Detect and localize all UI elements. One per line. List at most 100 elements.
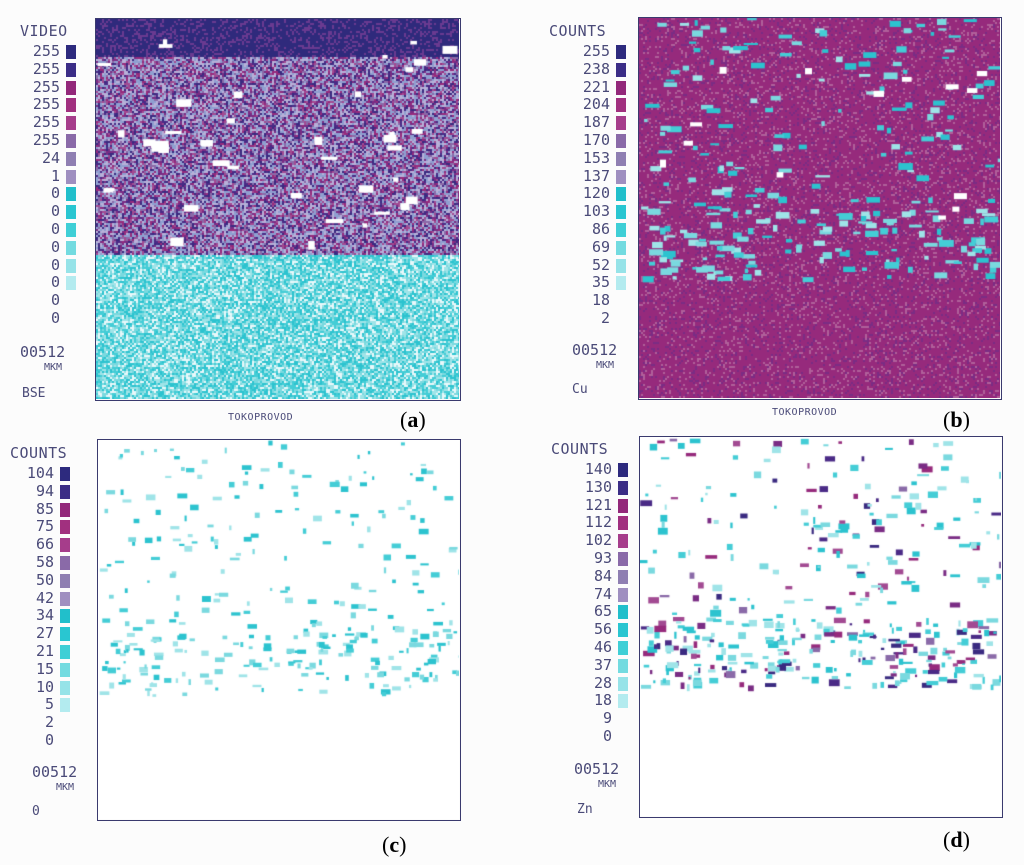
scale-value: 140 bbox=[584, 460, 612, 478]
scale-swatch bbox=[66, 240, 76, 255]
scale-swatch bbox=[618, 516, 628, 531]
scale-value: 18 bbox=[593, 691, 612, 710]
scale-swatch bbox=[616, 80, 626, 95]
scale-value: 255 bbox=[32, 77, 60, 96]
scale-value: 37 bbox=[593, 655, 612, 674]
map-canvas bbox=[639, 18, 1000, 398]
scale-value: 102 bbox=[584, 531, 612, 550]
signal-label: Zn bbox=[577, 802, 593, 817]
scale-swatch bbox=[66, 116, 76, 131]
scale-value: 187 bbox=[582, 113, 610, 132]
scale-title: COUNTS bbox=[549, 22, 607, 40]
scale-bar-value: 00512 bbox=[572, 341, 618, 359]
scale-value: 74 bbox=[593, 584, 612, 603]
scale-swatch bbox=[60, 467, 70, 481]
scale-value: 24 bbox=[41, 148, 60, 167]
scale-value: 94 bbox=[35, 481, 54, 500]
scale-value: 104 bbox=[26, 464, 54, 482]
scale-value: 170 bbox=[582, 131, 610, 149]
scale-swatch bbox=[616, 223, 626, 237]
scale-swatch bbox=[616, 151, 626, 166]
scale-bar-value: 00512 bbox=[32, 763, 78, 781]
scale-swatch bbox=[66, 80, 76, 95]
scale-title: COUNTS bbox=[10, 444, 68, 462]
scale-title: COUNTS bbox=[551, 440, 609, 458]
scale-swatch bbox=[618, 623, 628, 638]
scale-value: 86 bbox=[591, 220, 610, 238]
scale-bar-value: 00512 bbox=[20, 343, 66, 361]
scale-swatch bbox=[616, 45, 626, 59]
scale-swatch bbox=[60, 502, 70, 517]
scale-value: 255 bbox=[32, 59, 60, 78]
scale-swatch bbox=[66, 205, 76, 220]
scale-title: VIDEO bbox=[20, 22, 68, 40]
scale-swatch bbox=[616, 62, 626, 77]
scale-swatch bbox=[66, 276, 76, 291]
panel-letter-c: (c) bbox=[382, 832, 407, 857]
scale-value: 255 bbox=[32, 113, 60, 132]
scale-value: 0 bbox=[50, 237, 60, 256]
scale-value: 35 bbox=[591, 273, 610, 292]
scale-swatch bbox=[60, 680, 70, 695]
scale-swatch bbox=[616, 240, 626, 255]
scale-value: 255 bbox=[582, 42, 610, 60]
scale-swatch bbox=[60, 591, 70, 606]
scale-value: 0 bbox=[50, 220, 60, 238]
scale-swatch bbox=[616, 187, 626, 202]
scale-value: 27 bbox=[35, 624, 54, 643]
scale-swatch bbox=[618, 498, 628, 513]
scale-value: 69 bbox=[591, 237, 610, 256]
scale-swatch bbox=[66, 98, 76, 113]
scale-value: 10 bbox=[35, 677, 54, 696]
scale-value: 9 bbox=[602, 709, 612, 728]
scale-swatch bbox=[618, 587, 628, 602]
scale-swatch bbox=[60, 645, 70, 659]
scale-bar-value: 00512 bbox=[574, 760, 620, 778]
scale-swatch bbox=[618, 534, 628, 549]
scale-swatch bbox=[60, 627, 70, 642]
scale-bar-unit: MKM bbox=[56, 782, 75, 793]
scale-swatch bbox=[60, 698, 70, 713]
scale-swatch bbox=[616, 205, 626, 220]
scale-swatch bbox=[616, 98, 626, 113]
scale-value: 93 bbox=[593, 549, 612, 567]
scale-swatch bbox=[618, 658, 628, 673]
scale-value: 21 bbox=[35, 642, 54, 660]
panel-letter-d: (d) bbox=[943, 827, 970, 852]
zn-distribution-map bbox=[639, 436, 1003, 818]
scale-value: 34 bbox=[35, 606, 54, 625]
scale-value: 255 bbox=[32, 42, 60, 60]
scale-swatch bbox=[60, 556, 70, 570]
scale-value: 0 bbox=[50, 291, 60, 310]
scale-value: 65 bbox=[593, 602, 612, 621]
scale-value: 66 bbox=[35, 535, 54, 554]
scale-value: 121 bbox=[584, 495, 612, 514]
scale-value: 58 bbox=[35, 553, 54, 571]
scale-value: 0 bbox=[44, 731, 54, 749]
panel-letter-b: (b) bbox=[943, 407, 970, 432]
signal-label: 0 bbox=[32, 804, 40, 819]
figure-caption: TOKOPROVOD bbox=[228, 412, 294, 423]
scale-swatch bbox=[616, 276, 626, 291]
scale-value: 238 bbox=[582, 59, 610, 78]
scale-swatch bbox=[618, 463, 628, 477]
scale-value: 0 bbox=[50, 309, 60, 327]
scale-swatch bbox=[66, 45, 76, 59]
scale-value: 15 bbox=[35, 659, 54, 678]
scale-swatch bbox=[618, 641, 628, 655]
scale-value: 75 bbox=[35, 517, 54, 536]
scale-value: 2 bbox=[600, 309, 610, 327]
scale-value: 103 bbox=[582, 202, 610, 221]
scale-value: 0 bbox=[602, 727, 612, 745]
scale-value: 50 bbox=[35, 570, 54, 589]
scale-value: 2 bbox=[44, 713, 54, 732]
scale-swatch bbox=[66, 151, 76, 166]
scale-value: 204 bbox=[582, 95, 610, 114]
map-canvas bbox=[640, 437, 1001, 816]
scale-value: 56 bbox=[593, 620, 612, 639]
scale-value: 221 bbox=[582, 77, 610, 96]
scale-value: 0 bbox=[50, 255, 60, 274]
scale-value: 0 bbox=[50, 273, 60, 292]
scale-swatch bbox=[616, 169, 626, 184]
scale-swatch bbox=[618, 480, 628, 495]
